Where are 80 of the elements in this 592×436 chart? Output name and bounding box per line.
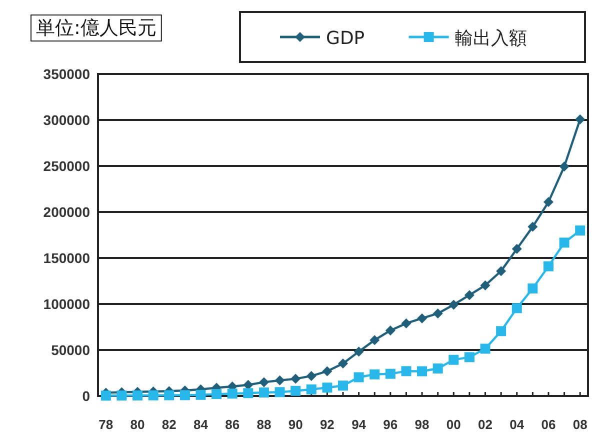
- x-tick-label: 96: [383, 417, 398, 432]
- point: [480, 280, 490, 290]
- legend-label: 輸出入額: [454, 28, 527, 49]
- point: [258, 377, 269, 388]
- y-tick-label: 300000: [43, 112, 90, 128]
- point: [180, 390, 190, 400]
- x-tick-label: 02: [478, 417, 492, 432]
- point: [575, 114, 586, 124]
- point: [243, 380, 254, 390]
- point: [417, 366, 428, 376]
- point: [543, 261, 554, 272]
- x-tick-label: 90: [288, 417, 303, 432]
- point: [512, 244, 522, 254]
- point: [338, 380, 348, 391]
- point: [496, 266, 506, 276]
- x-tick-label: 80: [130, 417, 145, 432]
- y-tick-label: 100000: [43, 296, 90, 312]
- point: [528, 222, 538, 232]
- x-tick-label: 00: [446, 417, 461, 432]
- point: [464, 352, 474, 362]
- x-tick-label: 94: [352, 417, 367, 432]
- point: [401, 366, 412, 376]
- point: [306, 384, 316, 394]
- x-tick-label: 92: [320, 417, 334, 432]
- legend-label: GDP: [326, 28, 365, 49]
- point: [116, 390, 127, 401]
- point: [354, 372, 364, 382]
- point: [227, 388, 238, 399]
- point: [258, 388, 269, 398]
- point: [306, 370, 316, 381]
- text: 単位:億人民元: [36, 17, 156, 39]
- point: [290, 386, 301, 396]
- x-tick-label: 88: [256, 417, 272, 432]
- point: [480, 344, 490, 354]
- x-tick-label: 04: [510, 417, 525, 432]
- y-tick-label: 250000: [43, 158, 90, 174]
- point: [559, 161, 570, 172]
- point: [243, 388, 254, 398]
- point: [496, 326, 506, 336]
- point: [370, 335, 380, 346]
- x-tick-label: 08: [572, 417, 588, 432]
- y-tick-label: 50000: [51, 342, 90, 358]
- point: [432, 308, 443, 318]
- point: [274, 375, 285, 386]
- point: [164, 390, 174, 400]
- point: [132, 390, 143, 400]
- point: [543, 196, 554, 207]
- point: [354, 346, 364, 357]
- x-tick-label: 06: [541, 417, 556, 432]
- point: [338, 358, 348, 369]
- point: [401, 318, 412, 328]
- x-tick-label: 86: [225, 417, 240, 432]
- point: [512, 303, 522, 314]
- x-tick-label: 84: [194, 417, 209, 432]
- point: [575, 225, 586, 236]
- x-tick-label: 82: [162, 417, 176, 432]
- y-tick-label: 150000: [43, 250, 90, 266]
- point: [100, 390, 111, 401]
- point: [528, 283, 538, 294]
- point: [274, 387, 285, 398]
- x-tick-label: 98: [414, 417, 430, 432]
- point: [148, 390, 158, 400]
- point: [385, 368, 396, 379]
- point: [559, 238, 570, 248]
- y-tick-label: 0: [82, 388, 90, 404]
- point: [212, 389, 222, 400]
- point: [196, 390, 206, 400]
- point: [464, 290, 474, 300]
- point: [370, 369, 380, 380]
- point: [417, 313, 428, 324]
- point: [385, 325, 396, 336]
- point: [448, 354, 459, 365]
- point: [432, 363, 443, 374]
- y-tick-label: 350000: [43, 66, 90, 82]
- point: [290, 374, 301, 384]
- y-tick-label: 200000: [43, 204, 90, 220]
- point: [322, 382, 332, 393]
- point: [448, 300, 459, 310]
- point: [322, 366, 332, 376]
- x-tick-label: 78: [98, 417, 114, 432]
